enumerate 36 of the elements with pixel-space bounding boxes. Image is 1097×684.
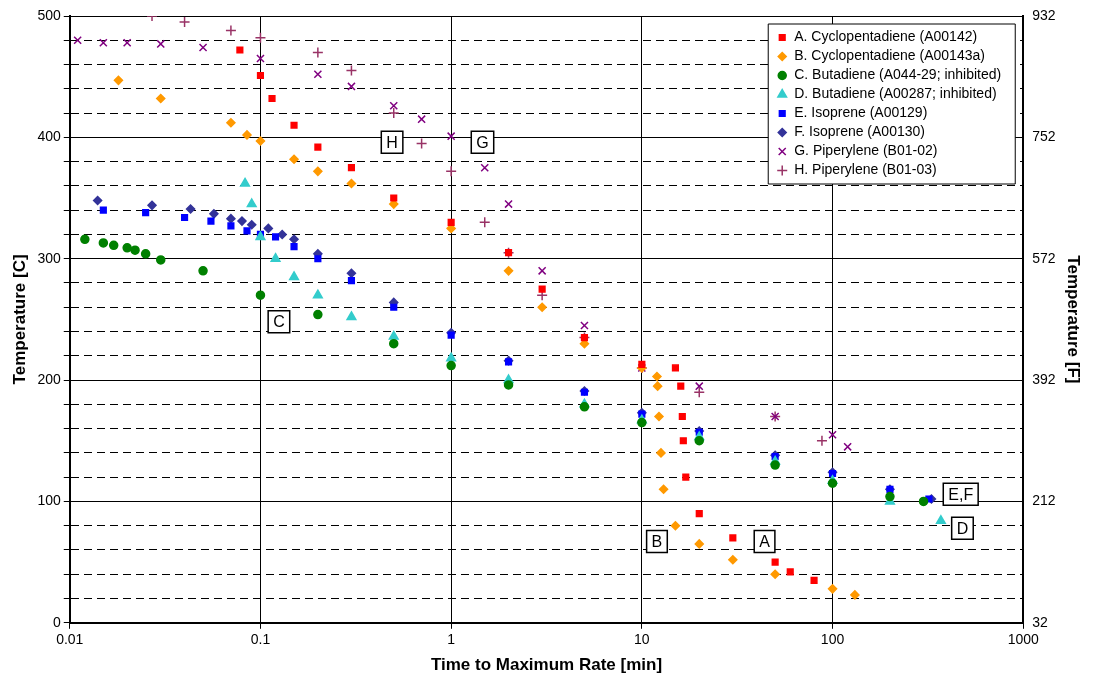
x-tick-label: 100 bbox=[820, 631, 845, 648]
annotation: A bbox=[759, 532, 771, 550]
x-tick-label: 10 bbox=[634, 631, 650, 648]
y2-tick-label: 32 bbox=[1032, 613, 1049, 630]
x-tick-label: 0.1 bbox=[250, 631, 271, 648]
x-tick-label: 0.01 bbox=[56, 631, 84, 648]
legend-label: H. Piperylene (B01-03) bbox=[794, 161, 937, 178]
legend-label: E. Isoprene (A00129) bbox=[794, 104, 928, 121]
legend-label: B. Cyclopentadiene (A00143a) bbox=[794, 47, 985, 64]
y2-tick-label: 752 bbox=[1032, 128, 1056, 145]
y2-axis-title: Temperature [F] bbox=[1064, 255, 1084, 384]
y2-tick-label: 212 bbox=[1032, 492, 1056, 509]
x-axis-title: Time to Maximum Rate [min] bbox=[430, 655, 663, 675]
y2-tick-label: 932 bbox=[1032, 6, 1056, 23]
y-tick-label: 400 bbox=[37, 128, 61, 145]
legend-label: G. Piperylene (B01-02) bbox=[794, 142, 938, 159]
y-tick-label: 0 bbox=[52, 613, 61, 630]
y-tick-label: 100 bbox=[37, 492, 61, 509]
x-tick-label: 1 bbox=[447, 631, 456, 648]
legend-label: A. Cyclopentadiene (A00142) bbox=[794, 28, 978, 45]
y-tick-label: 300 bbox=[37, 249, 61, 266]
y-tick-label: 200 bbox=[37, 370, 61, 387]
annotation: E,F bbox=[948, 485, 974, 503]
y2-tick-label: 392 bbox=[1032, 370, 1056, 387]
annotation: D bbox=[956, 519, 969, 537]
x-tick-label: 1000 bbox=[1007, 631, 1040, 648]
y-tick-label: 500 bbox=[37, 6, 61, 23]
legend-label: F. Isoprene (A00130) bbox=[794, 123, 925, 140]
legend-label: C. Butadiene (A044-29; inhibited) bbox=[794, 66, 1002, 83]
y2-tick-label: 572 bbox=[1032, 249, 1056, 266]
annotation: G bbox=[476, 133, 489, 151]
annotation: H bbox=[386, 133, 398, 151]
y-axis-title: Temperature [C] bbox=[9, 254, 29, 385]
annotation: C bbox=[273, 313, 285, 331]
annotation: B bbox=[651, 532, 663, 550]
legend-label: D. Butadiene (A00287; inhibited) bbox=[794, 85, 997, 102]
